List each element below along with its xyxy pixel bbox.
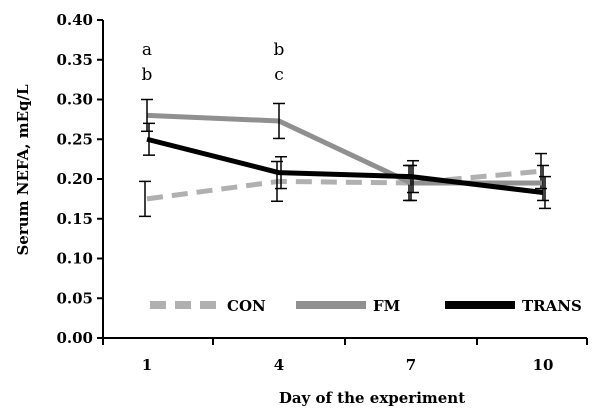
y-tick-labels: 0.00 0.05 0.10 0.15 0.20 0.25 0.30 0.35 0.40	[56, 11, 93, 347]
x-axis-label: Day of the experiment	[279, 389, 465, 407]
significance-letter: b	[274, 40, 285, 60]
series-trans	[143, 122, 551, 210]
y-tick-label: 0.05	[56, 289, 93, 307]
legend-label-trans: TRANS	[522, 297, 582, 315]
y-tick-label: 0.20	[56, 170, 93, 188]
x-tick-labels: 1 4 7 10	[142, 356, 554, 374]
y-tick-label: 0.00	[56, 329, 93, 347]
series-layer	[139, 98, 551, 218]
y-tick-label: 0.25	[56, 130, 93, 148]
legend-label-fm: FM	[373, 297, 400, 315]
y-tick-label: 0.40	[56, 11, 93, 29]
y-tick-label: 0.15	[56, 210, 93, 228]
y-axis-label: Serum NEFA, mEq/L	[14, 84, 32, 256]
legend-label-con: CON	[227, 297, 266, 315]
significance-letter: b	[142, 65, 153, 85]
y-tick-label: 0.30	[56, 91, 93, 109]
axes	[97, 19, 588, 345]
legend: CON FM TRANS	[150, 297, 582, 315]
series-line-con	[146, 168, 544, 202]
x-tick-label: 1	[142, 356, 152, 374]
series-line-trans	[146, 136, 544, 195]
x-tick-label: 10	[533, 356, 554, 374]
significance-letter: a	[142, 40, 152, 60]
significance-letter: c	[274, 65, 284, 85]
x-tick-label: 4	[274, 356, 284, 374]
y-tick-label: 0.35	[56, 51, 93, 69]
x-tick-label: 7	[406, 356, 416, 374]
y-tick-label: 0.10	[56, 250, 93, 268]
